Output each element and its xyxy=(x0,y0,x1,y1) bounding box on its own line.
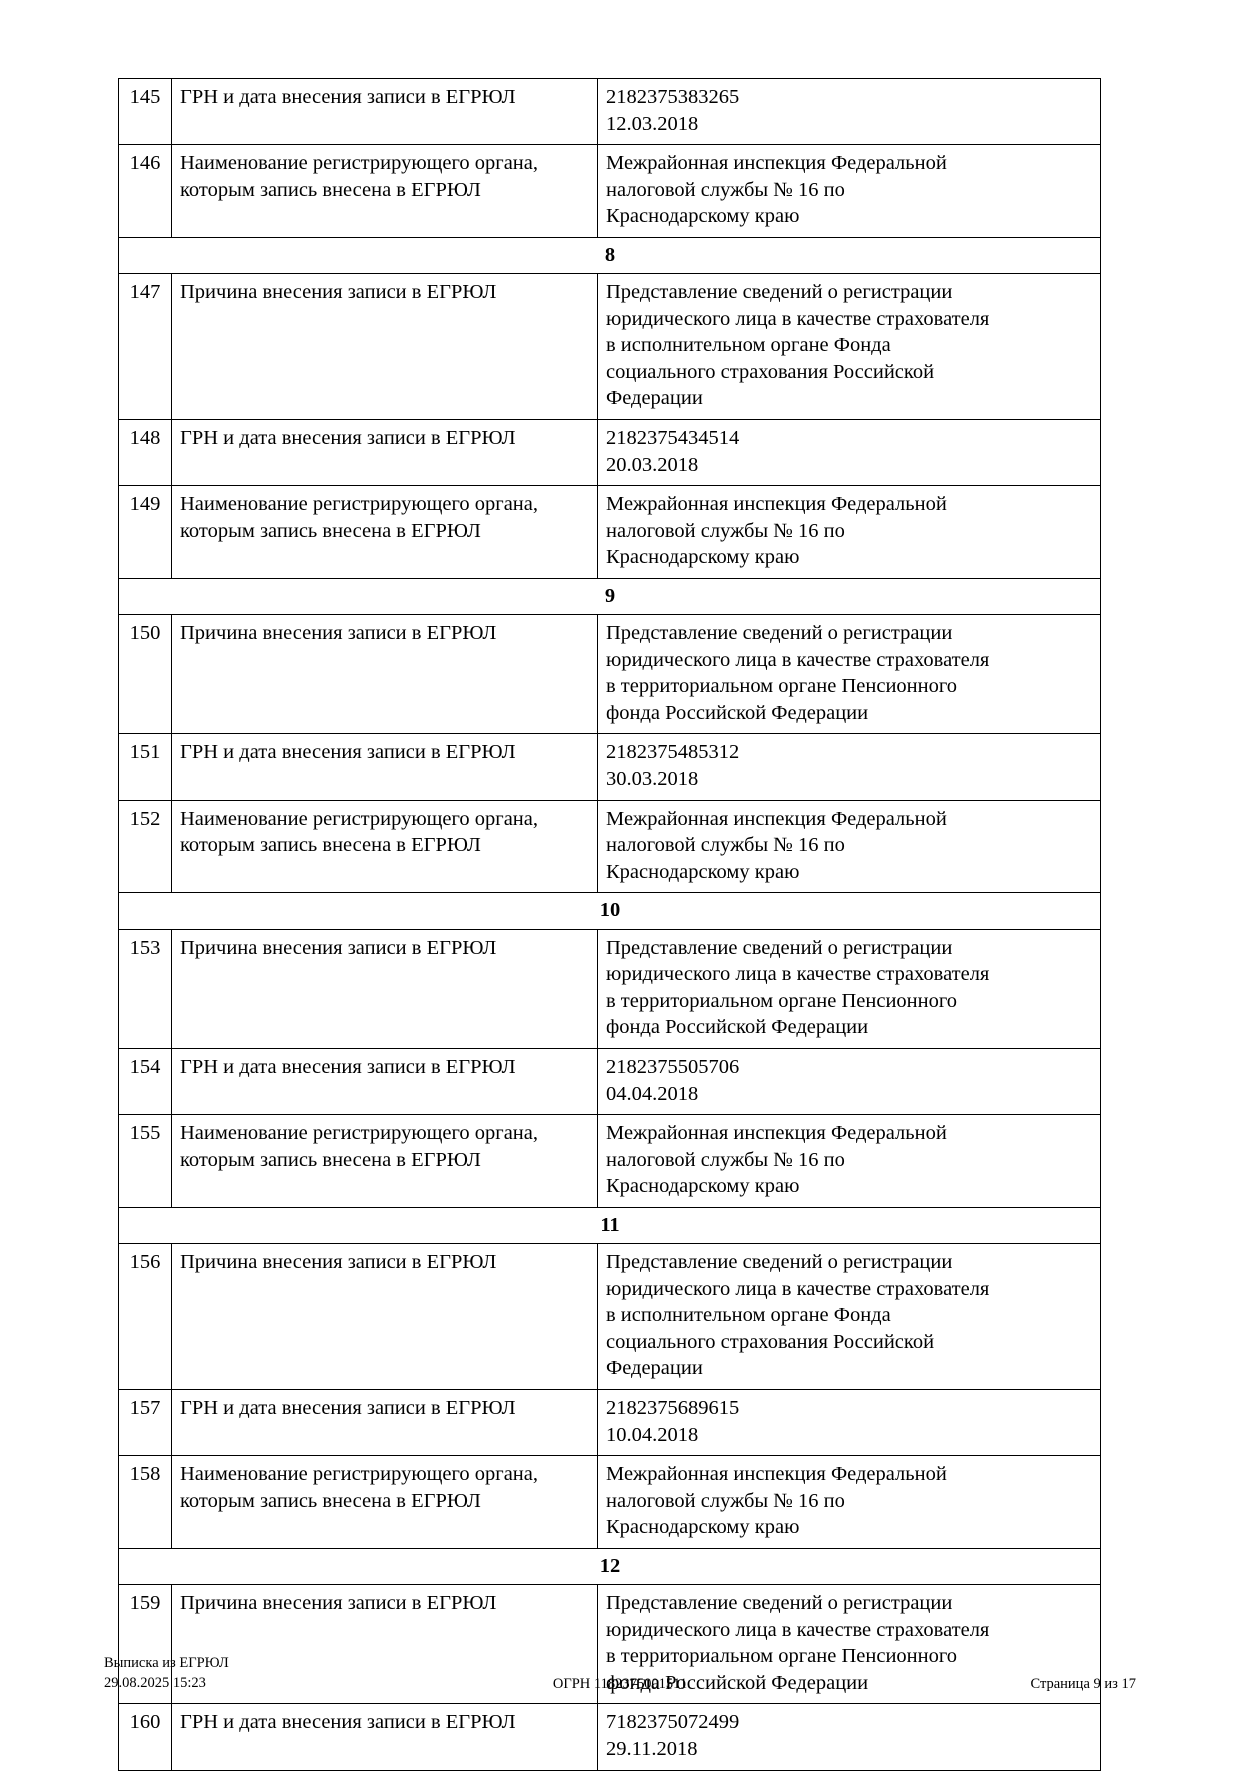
table-body: 145 ГРН и дата внесения записи в ЕГРЮЛ 218… xyxy=(118,77,1101,1771)
row-number: 160 xyxy=(118,1703,172,1771)
row-label: Наименование регистрирующего органа, кот… xyxy=(171,485,598,579)
row-value: 2182375505706 04.04.2018 xyxy=(597,1047,1101,1116)
table-row: 149 Наименование регистрирующего органа, … xyxy=(118,485,1101,579)
section-number: 8 xyxy=(118,236,1101,275)
row-label: ГРН и дата внесения записи в ЕГРЮЛ xyxy=(171,733,598,801)
row-number: 151 xyxy=(118,733,172,801)
row-number: 148 xyxy=(118,419,172,487)
row-value: 2182375383265 12.03.2018 xyxy=(597,77,1101,146)
row-number: 153 xyxy=(118,928,172,1049)
footer-page-number: Страница 9 из 17 xyxy=(1030,1676,1136,1692)
row-label: Причина внесения записи в ЕГРЮЛ xyxy=(171,273,598,421)
row-label: Причина внесения записи в ЕГРЮЛ xyxy=(171,614,598,735)
row-label: ГРН и дата внесения записи в ЕГРЮЛ xyxy=(171,1047,598,1116)
section-separator-row: 11 xyxy=(118,1206,1101,1245)
row-label: Наименование регистрирующего органа, кот… xyxy=(171,144,598,238)
row-label: Причина внесения записи в ЕГРЮЛ xyxy=(171,928,598,1049)
row-value: Представление сведений о регистрации юри… xyxy=(597,273,1101,421)
table-row: 158 Наименование регистрирующего органа, … xyxy=(118,1455,1101,1549)
row-number: 159 xyxy=(118,1584,172,1705)
row-value: Представление сведений о регистрации юри… xyxy=(597,928,1101,1049)
row-value: Межрайонная инспекция Федеральной налого… xyxy=(597,1114,1101,1208)
row-label: Наименование регистрирующего органа, кот… xyxy=(171,1455,598,1549)
table-row: 153 Причина внесения записи в ЕГРЮЛ Предст… xyxy=(118,928,1101,1049)
row-number: 149 xyxy=(118,485,172,579)
row-value: Представление сведений о регистрации юри… xyxy=(597,1584,1101,1705)
table-row: 157 ГРН и дата внесения записи в ЕГРЮЛ 218… xyxy=(118,1388,1101,1457)
row-number: 155 xyxy=(118,1114,172,1208)
row-value: Межрайонная инспекция Федеральной налого… xyxy=(597,144,1101,238)
section-number: 9 xyxy=(118,577,1101,616)
row-number: 156 xyxy=(118,1243,172,1390)
row-value: Представление сведений о регистрации юри… xyxy=(597,1243,1101,1390)
table-row: 145 ГРН и дата внесения записи в ЕГРЮЛ 218… xyxy=(118,77,1101,146)
row-value: Межрайонная инспекция Федеральной налого… xyxy=(597,799,1101,894)
table-row: 146 Наименование регистрирующего органа, … xyxy=(118,144,1101,238)
row-label: ГРН и дата внесения записи в ЕГРЮЛ xyxy=(171,1388,598,1457)
table-row: 156 Причина внесения записи в ЕГРЮЛ Предст… xyxy=(118,1243,1101,1390)
row-value: 2182375689615 10.04.2018 xyxy=(597,1388,1101,1457)
egrul-records-table: 145 ГРН и дата внесения записи в ЕГРЮЛ 218… xyxy=(118,77,1101,1771)
row-number: 145 xyxy=(118,77,172,146)
row-label: Причина внесения записи в ЕГРЮЛ xyxy=(171,1243,598,1390)
row-value: 2182375434514 20.03.2018 xyxy=(597,419,1101,487)
section-number: 11 xyxy=(118,1206,1101,1245)
row-number: 147 xyxy=(118,273,172,421)
section-separator-row: 8 xyxy=(118,236,1101,275)
table-row: 148 ГРН и дата внесения записи в ЕГРЮЛ 218… xyxy=(118,419,1101,487)
row-value: 7182375072499 29.11.2018 xyxy=(597,1703,1101,1771)
table-row: 152 Наименование регистрирующего органа, … xyxy=(118,799,1101,894)
table-row: 151 ГРН и дата внесения записи в ЕГРЮЛ 218… xyxy=(118,733,1101,801)
row-value: 2182375485312 30.03.2018 xyxy=(597,733,1101,801)
section-separator-row: 10 xyxy=(118,892,1101,930)
row-label: Наименование регистрирующего органа, кот… xyxy=(171,1114,598,1208)
page-footer: Выписка из ЕГРЮЛ 29.08.2025 15:23 ОГРН 1… xyxy=(104,1653,1136,1703)
row-value: Межрайонная инспекция Федеральной налого… xyxy=(597,1455,1101,1549)
section-separator-row: 12 xyxy=(118,1547,1101,1586)
footer-ogrn: ОГРН 1182375001511 xyxy=(552,1676,688,1692)
row-number: 158 xyxy=(118,1455,172,1549)
row-value: Межрайонная инспекция Федеральной налого… xyxy=(597,485,1101,579)
section-separator-row: 9 xyxy=(118,577,1101,616)
table-row: 155 Наименование регистрирующего органа, … xyxy=(118,1114,1101,1208)
table-row: 154 ГРН и дата внесения записи в ЕГРЮЛ 218… xyxy=(118,1047,1101,1116)
row-value: Представление сведений о регистрации юри… xyxy=(597,614,1101,735)
table-row: 160 ГРН и дата внесения записи в ЕГРЮЛ 718… xyxy=(118,1703,1101,1771)
footer-document-title: Выписка из ЕГРЮЛ 29.08.2025 15:23 xyxy=(104,1655,229,1691)
section-number: 10 xyxy=(118,892,1101,930)
row-number: 146 xyxy=(118,144,172,238)
row-number: 150 xyxy=(118,614,172,735)
row-label: Причина внесения записи в ЕГРЮЛ xyxy=(171,1584,598,1705)
row-number: 157 xyxy=(118,1388,172,1457)
section-number: 12 xyxy=(118,1547,1101,1586)
row-label: ГРН и дата внесения записи в ЕГРЮЛ xyxy=(171,77,598,146)
row-label: ГРН и дата внесения записи в ЕГРЮЛ xyxy=(171,419,598,487)
row-label: ГРН и дата внесения записи в ЕГРЮЛ xyxy=(171,1703,598,1771)
table-row: 150 Причина внесения записи в ЕГРЮЛ Предст… xyxy=(118,614,1101,735)
table-row: 159 Причина внесения записи в ЕГРЮЛ Предст… xyxy=(118,1584,1101,1705)
table-row: 147 Причина внесения записи в ЕГРЮЛ Предст… xyxy=(118,273,1101,421)
row-label: Наименование регистрирующего органа, кот… xyxy=(171,799,598,894)
row-number: 152 xyxy=(118,799,172,894)
row-number: 154 xyxy=(118,1047,172,1116)
